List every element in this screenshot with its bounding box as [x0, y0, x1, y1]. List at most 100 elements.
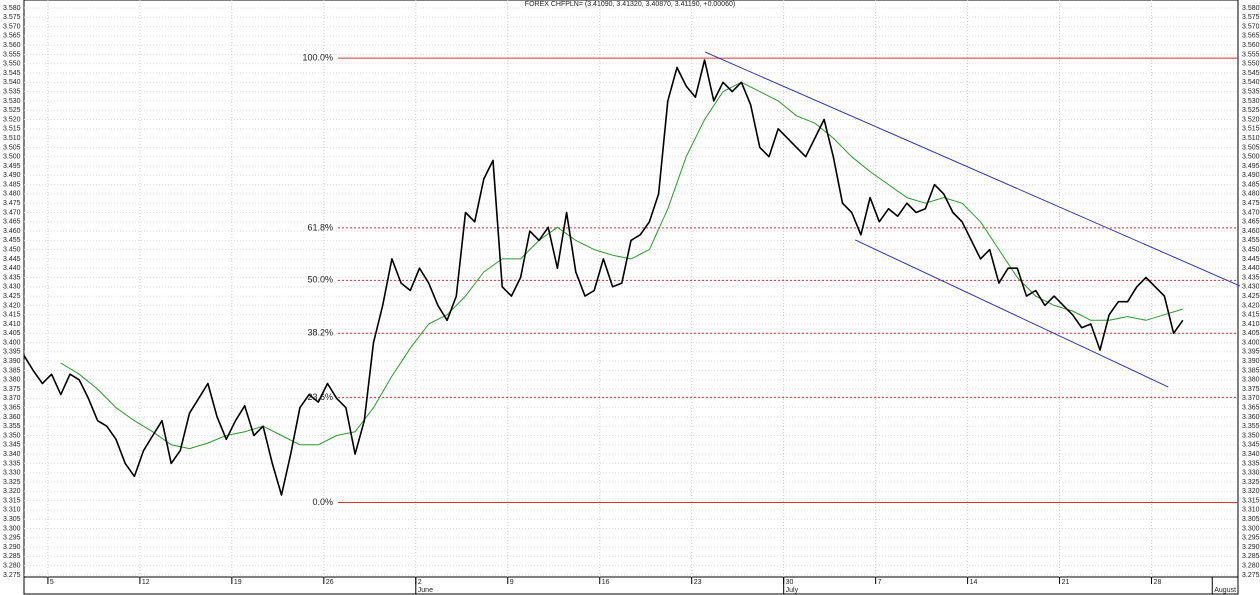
y-tick-label: 3.345 [3, 442, 21, 449]
y-tick-label-right: 3.385 [1242, 367, 1260, 374]
y-tick-label: 3.320 [3, 488, 21, 495]
y-tick-label: 3.550 [3, 61, 21, 68]
y-tick-label-right: 3.360 [1242, 414, 1260, 421]
x-tick-label: 19 [234, 579, 242, 586]
y-tick-label: 3.490 [3, 172, 21, 179]
y-tick-label: 3.485 [3, 181, 21, 188]
y-tick-label-right: 3.420 [1242, 302, 1260, 309]
y-tick-label: 3.290 [3, 544, 21, 551]
y-tick-label: 3.410 [3, 321, 21, 328]
y-tick-label-right: 3.460 [1242, 228, 1260, 235]
y-tick-label-right: 3.365 [1242, 404, 1260, 411]
y-tick-label-right: 3.430 [1242, 284, 1260, 291]
y-tick-label: 3.445 [3, 256, 21, 263]
x-tick-label: 26 [326, 579, 334, 586]
x-tick-label: 14 [970, 579, 978, 586]
y-tick-label: 3.560 [3, 42, 21, 49]
y-tick-label-right: 3.400 [1242, 339, 1260, 346]
y-tick-label-right: 3.390 [1242, 358, 1260, 365]
price-line [23, 59, 1184, 496]
y-tick-label-right: 3.545 [1242, 70, 1260, 77]
y-tick-label-right: 3.445 [1242, 256, 1260, 263]
y-tick-label-right: 3.370 [1242, 395, 1260, 402]
fib-label: 50.0% [307, 275, 333, 285]
x-tick-label: 30 [786, 579, 794, 586]
x-tick-label: 21 [1062, 579, 1070, 586]
y-tick-label: 3.540 [3, 79, 21, 86]
y-tick-label: 3.495 [3, 163, 21, 170]
y-tick-label: 3.475 [3, 200, 21, 207]
channel-line [704, 51, 1241, 287]
y-tick-label: 3.300 [3, 525, 21, 532]
y-tick-label-right: 3.310 [1242, 507, 1260, 514]
x-tick-label: 12 [142, 579, 150, 586]
y-tick-label-right: 3.535 [1242, 88, 1260, 95]
y-tick-label: 3.545 [3, 70, 21, 77]
y-tick-label-right: 3.495 [1242, 163, 1260, 170]
y-tick-label-right: 3.280 [1242, 563, 1260, 570]
y-tick-label-right: 3.455 [1242, 237, 1260, 244]
y-tick-label: 3.520 [3, 116, 21, 123]
y-tick-label: 3.530 [3, 98, 21, 105]
y-tick-label-right: 3.275 [1242, 572, 1260, 579]
y-tick-label: 3.375 [3, 386, 21, 393]
y-tick-label: 3.325 [3, 479, 21, 486]
y-tick-label-right: 3.580 [1242, 5, 1260, 12]
y-tick-label: 3.435 [3, 274, 21, 281]
y-tick-label-right: 3.315 [1242, 497, 1260, 504]
x-tick-label: 16 [602, 579, 610, 586]
y-tick-label-right: 3.470 [1242, 209, 1260, 216]
y-tick-label: 3.455 [3, 237, 21, 244]
y-tick-label-right: 3.510 [1242, 135, 1260, 142]
y-tick-label-right: 3.560 [1242, 42, 1260, 49]
y-tick-label: 3.275 [3, 572, 21, 579]
fib-label: 38.2% [307, 328, 333, 338]
y-tick-label-right: 3.305 [1242, 516, 1260, 523]
y-tick-label-right: 3.465 [1242, 219, 1260, 226]
y-tick-label-right: 3.475 [1242, 200, 1260, 207]
y-tick-label-right: 3.570 [1242, 23, 1260, 30]
y-tick-label-right: 3.505 [1242, 144, 1260, 151]
y-tick-label: 3.470 [3, 209, 21, 216]
y-tick-label: 3.370 [3, 395, 21, 402]
y-tick-label-right: 3.285 [1242, 553, 1260, 560]
month-label: August [1214, 587, 1236, 594]
y-tick-label: 3.510 [3, 135, 21, 142]
y-tick-label: 3.395 [3, 349, 21, 356]
y-tick-label-right: 3.520 [1242, 116, 1260, 123]
y-tick-label: 3.450 [3, 246, 21, 253]
y-tick-label-right: 3.330 [1242, 470, 1260, 477]
channel-line [855, 239, 1169, 388]
y-tick-label-right: 3.410 [1242, 321, 1260, 328]
plot-frame [23, 0, 1239, 578]
y-tick-label-right: 3.395 [1242, 349, 1260, 356]
y-tick-label-right: 3.425 [1242, 293, 1260, 300]
y-tick-label-right: 3.325 [1242, 479, 1260, 486]
month-label: June [418, 587, 433, 594]
y-tick-label: 3.500 [3, 154, 21, 161]
y-tick-label: 3.575 [3, 14, 21, 21]
x-tick-label: 7 [878, 579, 882, 586]
y-tick-label-right: 3.525 [1242, 107, 1260, 114]
y-tick-label: 3.425 [3, 293, 21, 300]
y-tick-label-right: 3.450 [1242, 246, 1260, 253]
y-tick-label-right: 3.565 [1242, 33, 1260, 40]
y-tick-label-right: 3.290 [1242, 544, 1260, 551]
y-tick-label-right: 3.340 [1242, 451, 1260, 458]
fib-label: 0.0% [312, 497, 333, 507]
y-tick-label: 3.385 [3, 367, 21, 374]
y-tick-label: 3.555 [3, 51, 21, 58]
x-tick-label: 5 [50, 579, 54, 586]
y-tick-label: 3.285 [3, 553, 21, 560]
y-tick-label: 3.365 [3, 404, 21, 411]
y-tick-label-right: 3.350 [1242, 432, 1260, 439]
x-axis-band [23, 576, 1239, 595]
chart-title: FOREX CHFPLN= (3.41090, 3.41320, 3.40870… [525, 1, 735, 8]
y-tick-label: 3.355 [3, 423, 21, 430]
y-tick-label-right: 3.500 [1242, 154, 1260, 161]
y-tick-label: 3.570 [3, 23, 21, 30]
y-tick-label: 3.405 [3, 330, 21, 337]
x-tick-label: 23 [694, 579, 702, 586]
x-tick-label: 28 [1154, 579, 1162, 586]
